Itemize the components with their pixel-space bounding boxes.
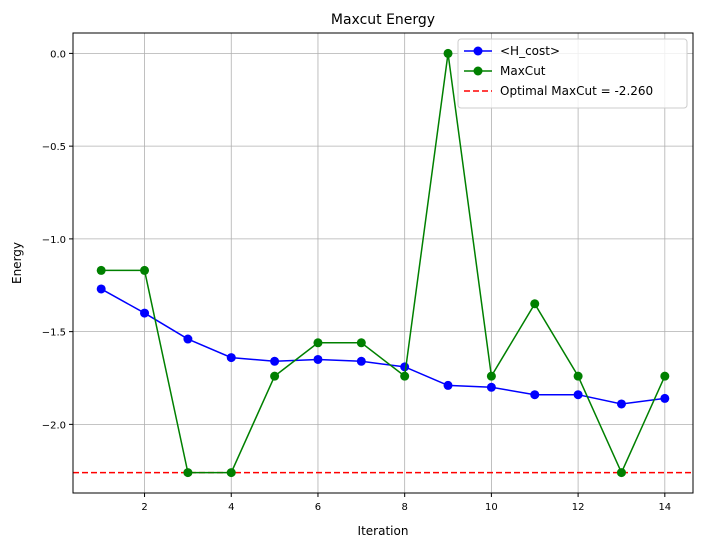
data-point	[616, 468, 626, 478]
x-tick-label: 14	[658, 502, 671, 513]
y-tick-label: 0.0	[50, 49, 66, 60]
data-point	[270, 371, 280, 381]
data-point	[616, 399, 626, 409]
y-tick-label: −1.0	[42, 235, 66, 246]
x-tick-label: 12	[572, 502, 585, 513]
data-point	[660, 393, 670, 403]
series-line-0	[100, 288, 665, 405]
data-point	[140, 308, 150, 318]
y-tick-label: −1.5	[42, 328, 66, 339]
x-tick-label: 8	[401, 502, 407, 513]
data-point	[270, 356, 280, 366]
y-tick-label: −0.5	[42, 142, 66, 153]
data-point	[573, 390, 583, 400]
data-point	[226, 468, 236, 478]
data-point	[443, 48, 453, 58]
x-axis-label: Iteration	[358, 524, 409, 538]
data-point	[400, 362, 410, 372]
data-point	[443, 380, 453, 390]
legend-box	[457, 38, 688, 109]
legend-label: Optimal MaxCut = -2.260	[500, 84, 653, 98]
chart-title: Maxcut Energy	[331, 12, 435, 28]
data-point	[183, 468, 193, 478]
data-point	[356, 356, 366, 366]
data-point	[486, 371, 496, 381]
x-tick-label: 10	[485, 502, 498, 513]
y-axis-label: Energy	[10, 242, 24, 284]
data-point	[486, 382, 496, 392]
x-tick-label: 6	[315, 502, 321, 513]
y-tick-label: −2.0	[42, 420, 66, 431]
plot-frame	[72, 32, 694, 494]
legend-marker	[473, 46, 483, 56]
legend-label: MaxCut	[500, 64, 546, 78]
data-point	[313, 338, 323, 348]
x-tick-label: 2	[141, 502, 147, 513]
x-tick-label: 4	[228, 502, 234, 513]
data-point	[400, 371, 410, 381]
data-point	[96, 265, 106, 275]
data-point	[573, 371, 583, 381]
data-point	[183, 334, 193, 344]
data-point	[356, 338, 366, 348]
legend-label: <H_cost>	[500, 44, 560, 58]
data-point	[530, 390, 540, 400]
data-point	[313, 354, 323, 364]
series-line-1	[101, 53, 666, 475]
data-point	[96, 284, 106, 294]
data-point	[530, 299, 540, 309]
data-point	[660, 371, 670, 381]
data-point	[140, 265, 150, 275]
legend-marker	[473, 66, 483, 76]
data-point	[226, 353, 236, 363]
